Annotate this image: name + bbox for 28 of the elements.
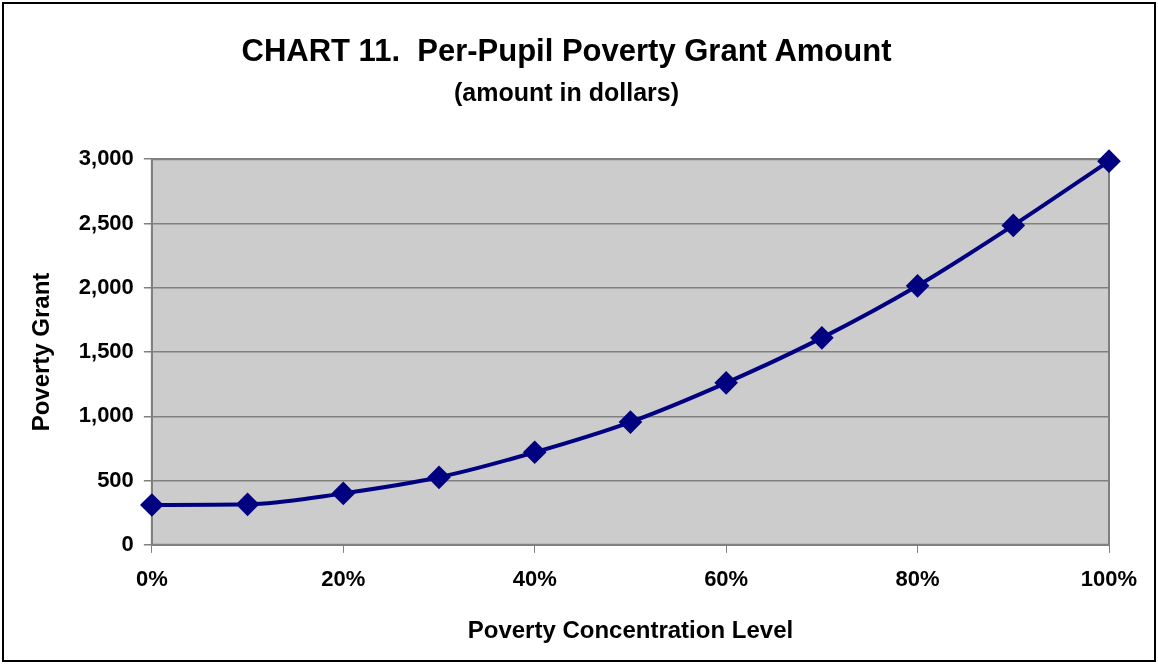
y-tick-label: 1,000 [78, 402, 134, 428]
y-tick-label: 500 [97, 466, 134, 492]
point [332, 482, 355, 505]
point [236, 493, 259, 516]
chart-title: CHART 11. Per-Pupil Poverty Grant Amount [241, 33, 892, 69]
y-tick-label: 2,000 [78, 273, 134, 299]
point [428, 466, 450, 489]
point [1002, 214, 1025, 237]
x-tick-label: 0% [135, 566, 168, 592]
y-axis-title: Poverty Grant [27, 272, 55, 432]
y-tick-label: 2,500 [78, 209, 134, 235]
point [140, 493, 163, 516]
point [619, 411, 642, 434]
point [906, 274, 929, 297]
x-tick-label: 80% [895, 566, 940, 592]
x-tick-label: 40% [512, 566, 557, 592]
y-tick-label: 1,500 [78, 338, 134, 364]
x-tick-label: 60% [704, 566, 749, 592]
point [1098, 150, 1120, 173]
x-tick-label: 100% [1080, 566, 1138, 592]
y-tick-label: 0 [121, 530, 134, 556]
x-tick-label: 20% [321, 566, 366, 592]
chart-subtitle: (amount in dollars) [454, 78, 679, 107]
x-axis-title: Poverty Concentration Level [467, 616, 794, 644]
point [810, 326, 833, 349]
y-tick-label: 3,000 [78, 145, 134, 171]
point [715, 371, 738, 394]
point [523, 441, 546, 464]
